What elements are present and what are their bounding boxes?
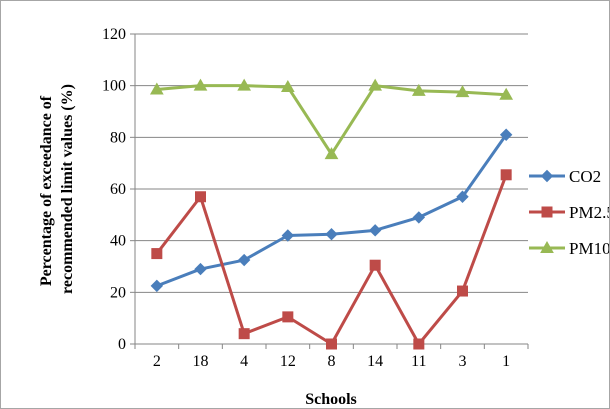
data-point-pm10	[237, 78, 252, 91]
y-axis-title-line-2: recommended limit values (%)	[59, 84, 76, 294]
x-tick-label: 18	[193, 353, 209, 370]
data-point-pm25	[151, 248, 163, 260]
series-pm25	[151, 169, 512, 350]
x-tick-label: 2	[153, 353, 161, 370]
y-tick-label: 20	[110, 284, 126, 301]
x-tick-label: 1	[502, 353, 510, 370]
data-point-pm10	[149, 82, 164, 95]
data-point-pm25	[457, 285, 468, 297]
data-point-co2	[281, 229, 295, 242]
series-line-pm10	[156, 84, 507, 156]
data-point-pm25	[195, 191, 206, 203]
x-tick-label: 4	[240, 353, 248, 370]
legend: CO2 PM2.5 PM10	[529, 167, 610, 258]
legend-marker-pm25	[541, 206, 553, 218]
legend-label-pm10: PM10	[569, 239, 609, 258]
gridlines	[135, 33, 528, 293]
legend-marker-co2	[540, 169, 554, 183]
data-point-co2	[368, 224, 382, 237]
legend-marker-pm10	[540, 240, 554, 253]
data-point-pm10	[368, 78, 383, 91]
data-point-pm10	[193, 78, 208, 91]
y-tick-label: 40	[110, 233, 126, 250]
series-co2	[150, 128, 513, 293]
series	[149, 78, 514, 350]
data-point-pm25	[282, 311, 294, 323]
data-point-co2	[412, 211, 426, 224]
data-point-pm10	[411, 83, 426, 96]
data-point-pm10	[324, 147, 339, 160]
x-tick-label: 12	[280, 353, 296, 370]
x-tick-label: 3	[459, 353, 467, 370]
y-axis-title-line-1: Percentage of exceedance of	[38, 95, 55, 286]
data-point-pm25	[238, 328, 250, 340]
legend-label-pm25: PM2.5	[569, 203, 609, 222]
series-pm10	[149, 78, 514, 160]
x-tick-label: 14	[367, 353, 383, 370]
y-tick-label: 0	[118, 336, 126, 353]
data-point-co2	[325, 228, 338, 241]
data-point-pm25	[500, 169, 512, 181]
y-axis-title: Percentage of exceedance of recommended …	[38, 84, 76, 294]
data-point-co2	[194, 262, 207, 276]
data-point-co2	[237, 253, 251, 267]
data-point-pm10	[499, 87, 514, 100]
x-axis-title: Schools	[305, 391, 357, 408]
legend-item-pm10: PM10	[529, 239, 610, 258]
y-tick-label: 80	[110, 129, 126, 146]
data-point-pm25	[326, 338, 337, 350]
data-point-pm25	[369, 259, 381, 271]
data-point-pm10	[280, 79, 295, 92]
y-tick-label: 120	[102, 26, 126, 43]
data-point-pm10	[455, 85, 470, 98]
y-tick-label: 60	[110, 181, 126, 198]
data-point-co2	[499, 128, 513, 141]
x-tick-label: 11	[411, 353, 426, 370]
legend-item-pm25: PM2.5	[529, 203, 610, 222]
data-point-co2	[456, 190, 469, 203]
x-tick-label: 8	[328, 353, 336, 370]
legend-item-co2: CO2	[529, 167, 601, 186]
legend-label-co2: CO2	[569, 167, 601, 186]
axes: Percentage of exceedance of recommended …	[38, 26, 529, 408]
data-point-pm25	[413, 338, 425, 350]
data-point-co2	[150, 279, 164, 293]
y-tick-label: 100	[102, 78, 126, 95]
